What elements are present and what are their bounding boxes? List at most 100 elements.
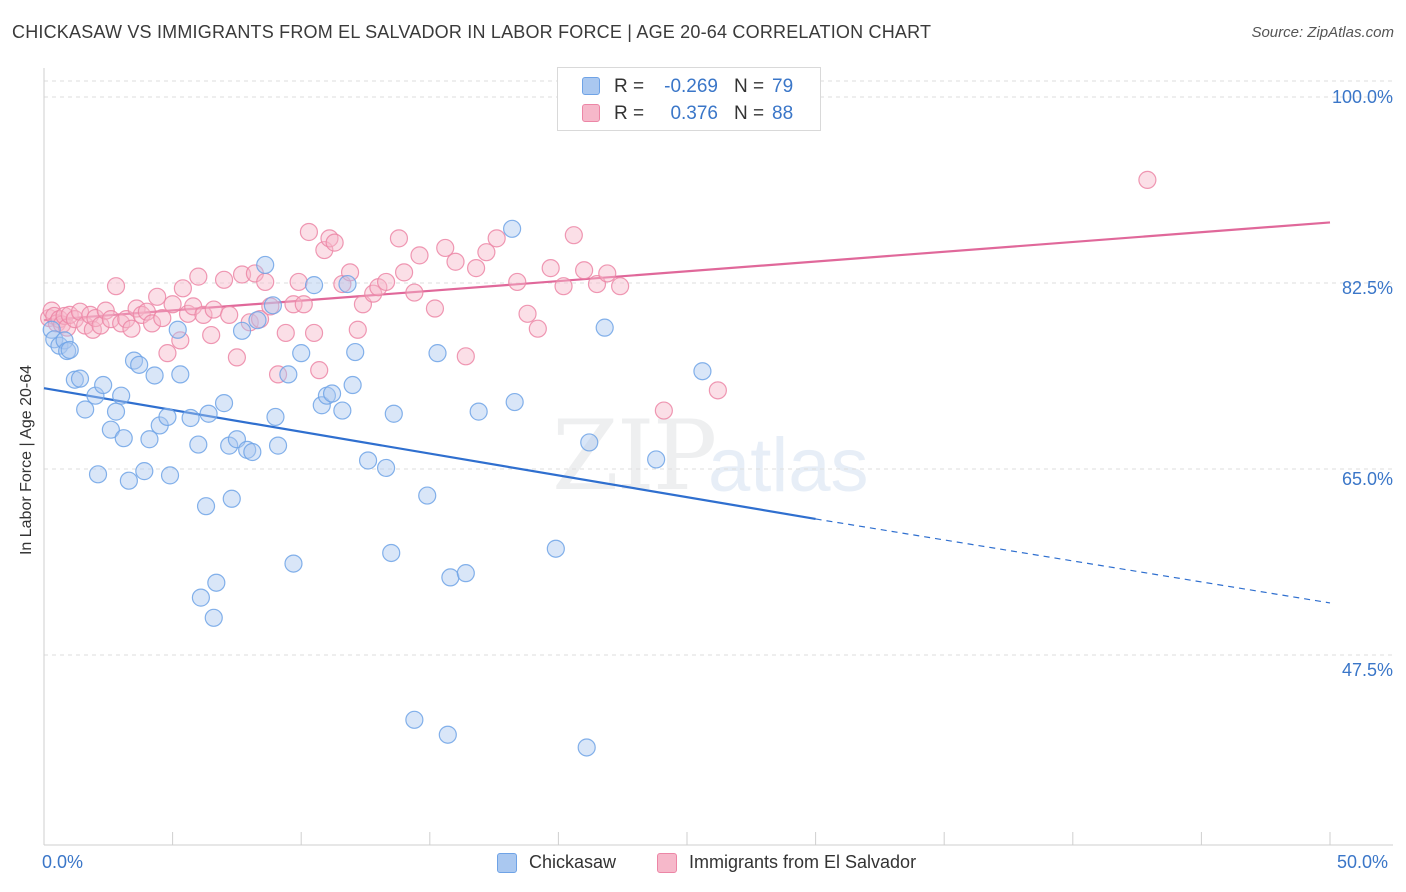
source-credit: Source: ZipAtlas.com [1251,24,1394,41]
point-el-salvador [456,347,475,366]
point-el-salvador [1138,170,1157,190]
n-label: N = [734,103,765,124]
point-chickasaw [70,369,90,388]
point-el-salvador [276,323,295,343]
point-chickasaw [441,568,460,587]
r-value: 0.376 [670,103,718,124]
point-chickasaw [248,311,267,330]
point-el-salvador [436,238,455,258]
n-label: N = [734,76,765,97]
point-el-salvador [189,267,208,286]
point-chickasaw [130,355,149,374]
point-el-salvador [376,272,396,292]
point-el-salvador [394,263,414,282]
point-el-salvador [299,222,319,242]
point-chickasaw [322,384,342,403]
point-el-salvador [101,310,120,329]
point-el-salvador [466,259,486,278]
point-chickasaw [222,489,241,508]
point-chickasaw [256,255,275,275]
point-chickasaw [418,486,437,505]
point-chickasaw [119,471,138,490]
axes [43,68,1393,846]
point-el-salvador [194,305,213,324]
point-el-salvador [508,272,527,292]
point-chickasaw [266,407,285,427]
point-el-salvador [256,272,275,292]
point-chickasaw [456,564,475,583]
point-chickasaw [88,465,108,484]
point-chickasaw [693,362,712,381]
point-el-salvador [564,226,583,245]
point-chickasaw [343,375,362,395]
point-chickasaw [405,710,424,729]
point-el-salvador [654,401,673,420]
gridlines [44,80,1393,656]
point-chickasaw [160,466,180,485]
point-el-salvador [310,361,329,380]
point-el-salvador [487,229,506,248]
point-chickasaw [76,400,95,419]
point-chickasaw [304,276,324,295]
point-el-salvador [70,302,90,321]
point-chickasaw [438,725,457,744]
point-el-salvador [142,314,162,333]
legend-label: Immigrants from El Salvador [689,852,917,872]
point-chickasaw [135,462,154,481]
point-chickasaw [469,402,488,421]
point-chickasaw [382,543,401,563]
point-chickasaw [284,554,303,573]
point-chickasaw [338,274,357,294]
point-el-salvador [598,264,617,283]
point-el-salvador [137,302,156,321]
point-el-salvador [528,319,547,338]
point-el-salvador [227,348,246,367]
point-chickasaw [114,429,133,448]
point-chickasaw [546,539,565,558]
point-el-salvador [389,229,409,248]
point-chickasaw [60,340,79,360]
point-chickasaw [243,442,262,462]
point-el-salvador [611,277,630,296]
point-el-salvador [315,240,334,260]
point-el-salvador [541,259,560,278]
watermark-atlas: atlas [708,423,869,508]
point-chickasaw [140,430,159,449]
point-el-salvador [348,320,367,339]
y-axis-label: In Labor Force | Age 20-64 [18,364,35,556]
point-chickasaw [145,366,164,385]
point-chickasaw [376,458,396,478]
point-chickasaw [171,365,190,384]
point-el-salvador [294,295,313,314]
point-el-salvador [214,270,234,289]
point-chickasaw [199,404,218,423]
point-el-salvador [122,319,141,338]
y-tick-label: 65.0% [1341,469,1393,489]
point-chickasaw [232,321,252,340]
r-label: R = [614,76,645,97]
point-el-salvador [446,252,465,271]
point-chickasaw [214,394,234,413]
point-chickasaw [312,396,331,415]
legend-swatch-chickasaw [497,853,517,873]
point-el-salvador [96,301,115,320]
chart-title: CHICKASAW VS IMMIGRANTS FROM EL SALVADOR… [12,22,932,42]
point-el-salvador [575,261,594,280]
point-chickasaw [428,344,447,363]
point-chickasaw [647,450,666,469]
point-el-salvador [410,246,429,265]
point-chickasaw [503,219,522,238]
r-label: R = [614,103,645,124]
trend-line-el-salvador [43,221,1331,322]
point-chickasaw [505,392,524,412]
x-axis-min-label: 0.0% [42,852,84,872]
point-el-salvador [325,233,344,252]
y-tick-label: 82.5% [1341,278,1393,298]
point-chickasaw [106,402,126,421]
y-tick-label: 47.5% [1341,660,1393,680]
point-el-salvador [425,299,445,318]
point-chickasaw [112,386,131,405]
point-chickasaw [595,318,614,337]
point-el-salvador [173,279,192,298]
